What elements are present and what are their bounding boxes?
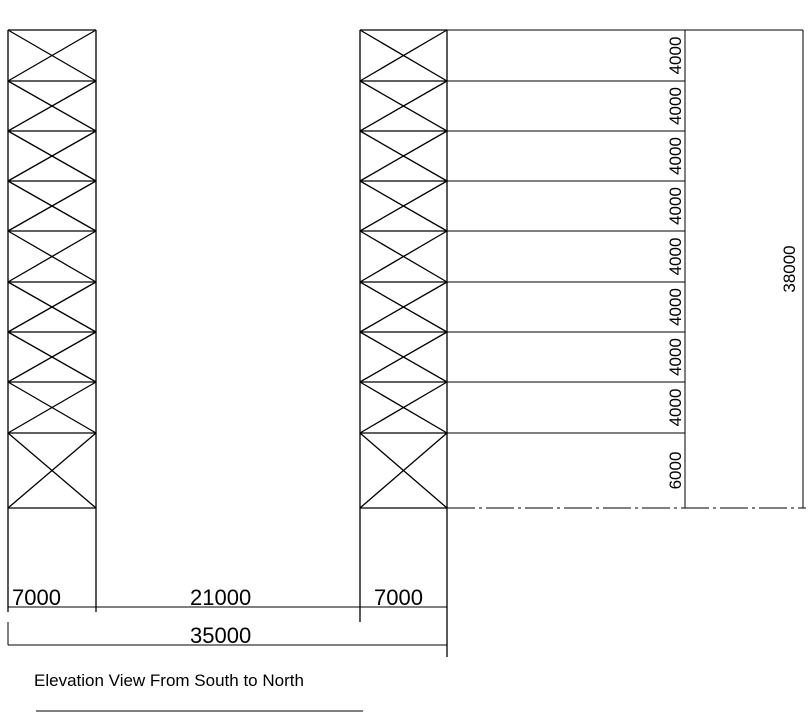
- story-height-label: 4000: [666, 389, 685, 427]
- total-width-dimension-line: [7, 622, 447, 646]
- tower-brace: [359, 180, 448, 232]
- right-braced-tower: [359, 29, 448, 657]
- tower-brace: [359, 381, 448, 434]
- tower-brace: [7, 432, 97, 509]
- story-height-label: 6000: [666, 452, 685, 490]
- story-height-label: 4000: [666, 338, 685, 376]
- story-height-label: 4000: [666, 87, 685, 125]
- left-braced-tower: [7, 29, 97, 612]
- tower-brace: [359, 331, 448, 383]
- tower-brace: [7, 381, 97, 434]
- bay-width-label-left: 7000: [12, 585, 61, 610]
- story-height-label: 4000: [666, 288, 685, 326]
- tower-brace: [7, 130, 97, 182]
- tower-brace: [7, 29, 97, 82]
- tower-brace: [359, 29, 448, 82]
- total-height-label: 38000: [780, 245, 799, 292]
- bay-width-label-middle: 21000: [190, 585, 251, 610]
- floor-level-lines: [447, 29, 803, 434]
- story-height-label: 4000: [666, 238, 685, 276]
- tower-brace: [359, 281, 448, 333]
- tower-brace: [359, 230, 448, 283]
- story-height-label: 4000: [666, 37, 685, 75]
- total-width-label: 35000: [190, 623, 251, 648]
- tower-brace: [359, 432, 448, 509]
- tower-brace: [7, 331, 97, 383]
- story-height-label: 4000: [666, 137, 685, 175]
- tower-brace: [7, 230, 97, 283]
- tower-brace: [7, 180, 97, 232]
- story-height-label: 4000: [666, 187, 685, 225]
- tower-brace: [359, 130, 448, 182]
- tower-brace: [7, 80, 97, 132]
- tower-brace: [359, 80, 448, 132]
- tower-brace: [7, 281, 97, 333]
- story-height-labels: 4000 4000 4000 4000 4000 4000 4000 4000 6000: [666, 37, 685, 490]
- drawing-caption: Elevation View From South to North: [34, 671, 304, 690]
- bay-width-label-right: 7000: [374, 585, 423, 610]
